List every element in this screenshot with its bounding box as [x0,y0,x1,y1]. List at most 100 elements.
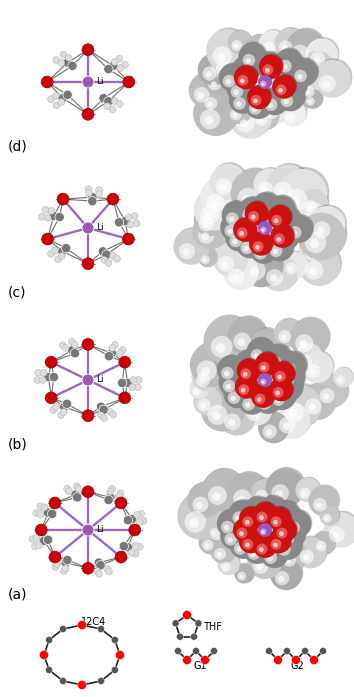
Circle shape [206,194,225,212]
Text: (d): (d) [8,140,28,154]
Circle shape [82,338,94,351]
Circle shape [220,397,257,434]
Circle shape [187,482,222,518]
Circle shape [193,648,200,654]
Circle shape [268,205,292,229]
Circle shape [249,231,273,256]
Circle shape [96,187,102,194]
Circle shape [301,75,325,100]
Circle shape [260,540,288,568]
Circle shape [213,242,248,277]
Circle shape [222,261,229,268]
Circle shape [268,109,274,116]
Circle shape [266,468,304,507]
Circle shape [235,113,255,132]
Circle shape [260,92,292,124]
Circle shape [120,216,130,226]
Circle shape [279,520,307,548]
Circle shape [114,255,120,262]
Circle shape [104,565,110,572]
Circle shape [277,188,286,197]
Circle shape [245,260,266,280]
Circle shape [267,556,273,561]
Circle shape [295,537,326,568]
Circle shape [234,542,246,555]
Circle shape [263,42,275,54]
Circle shape [227,537,233,543]
Circle shape [52,93,59,99]
Circle shape [223,380,252,408]
Circle shape [301,351,333,383]
Circle shape [273,387,284,398]
Circle shape [44,372,53,382]
Circle shape [274,28,305,59]
Circle shape [216,343,225,353]
Circle shape [325,516,329,521]
Circle shape [88,192,97,202]
Circle shape [299,355,312,367]
Circle shape [199,247,218,266]
Circle shape [58,59,65,66]
Circle shape [281,547,286,553]
Circle shape [138,510,144,517]
Circle shape [258,221,272,235]
Circle shape [46,636,53,643]
Circle shape [289,226,302,238]
Circle shape [85,185,92,192]
Circle shape [217,553,240,575]
Circle shape [33,510,40,516]
Circle shape [220,213,248,241]
Circle shape [216,61,231,76]
Circle shape [221,367,234,379]
Circle shape [194,210,231,247]
Circle shape [274,532,302,560]
Circle shape [110,411,117,418]
Circle shape [114,217,124,227]
Circle shape [267,529,291,553]
Circle shape [228,500,256,528]
Circle shape [135,384,141,390]
Circle shape [296,477,320,502]
Circle shape [234,44,239,48]
Circle shape [211,47,245,82]
Circle shape [324,512,354,548]
Circle shape [264,551,277,564]
Circle shape [59,402,69,411]
Circle shape [211,82,217,87]
Circle shape [199,530,223,555]
Circle shape [219,63,248,91]
Circle shape [234,517,258,541]
Circle shape [122,233,135,245]
Circle shape [257,251,262,256]
Circle shape [228,317,267,356]
Circle shape [272,557,303,589]
Circle shape [235,562,255,583]
Circle shape [218,369,247,397]
Circle shape [291,57,319,85]
Circle shape [234,564,254,583]
Circle shape [295,334,313,352]
Circle shape [212,531,216,535]
Circle shape [318,544,323,549]
Circle shape [279,385,292,397]
Circle shape [261,91,293,123]
Circle shape [238,187,258,208]
Circle shape [254,501,278,525]
Circle shape [71,490,80,499]
Circle shape [99,93,108,103]
Circle shape [245,201,269,225]
Circle shape [97,625,104,632]
Circle shape [270,245,282,257]
Circle shape [200,205,219,224]
Circle shape [37,511,44,517]
Circle shape [179,243,195,259]
Circle shape [275,390,280,395]
Circle shape [62,399,72,408]
Circle shape [40,650,48,659]
Circle shape [256,351,280,375]
Circle shape [307,204,313,210]
Circle shape [94,567,101,574]
Circle shape [227,74,255,102]
Circle shape [206,71,212,77]
Circle shape [212,46,246,80]
